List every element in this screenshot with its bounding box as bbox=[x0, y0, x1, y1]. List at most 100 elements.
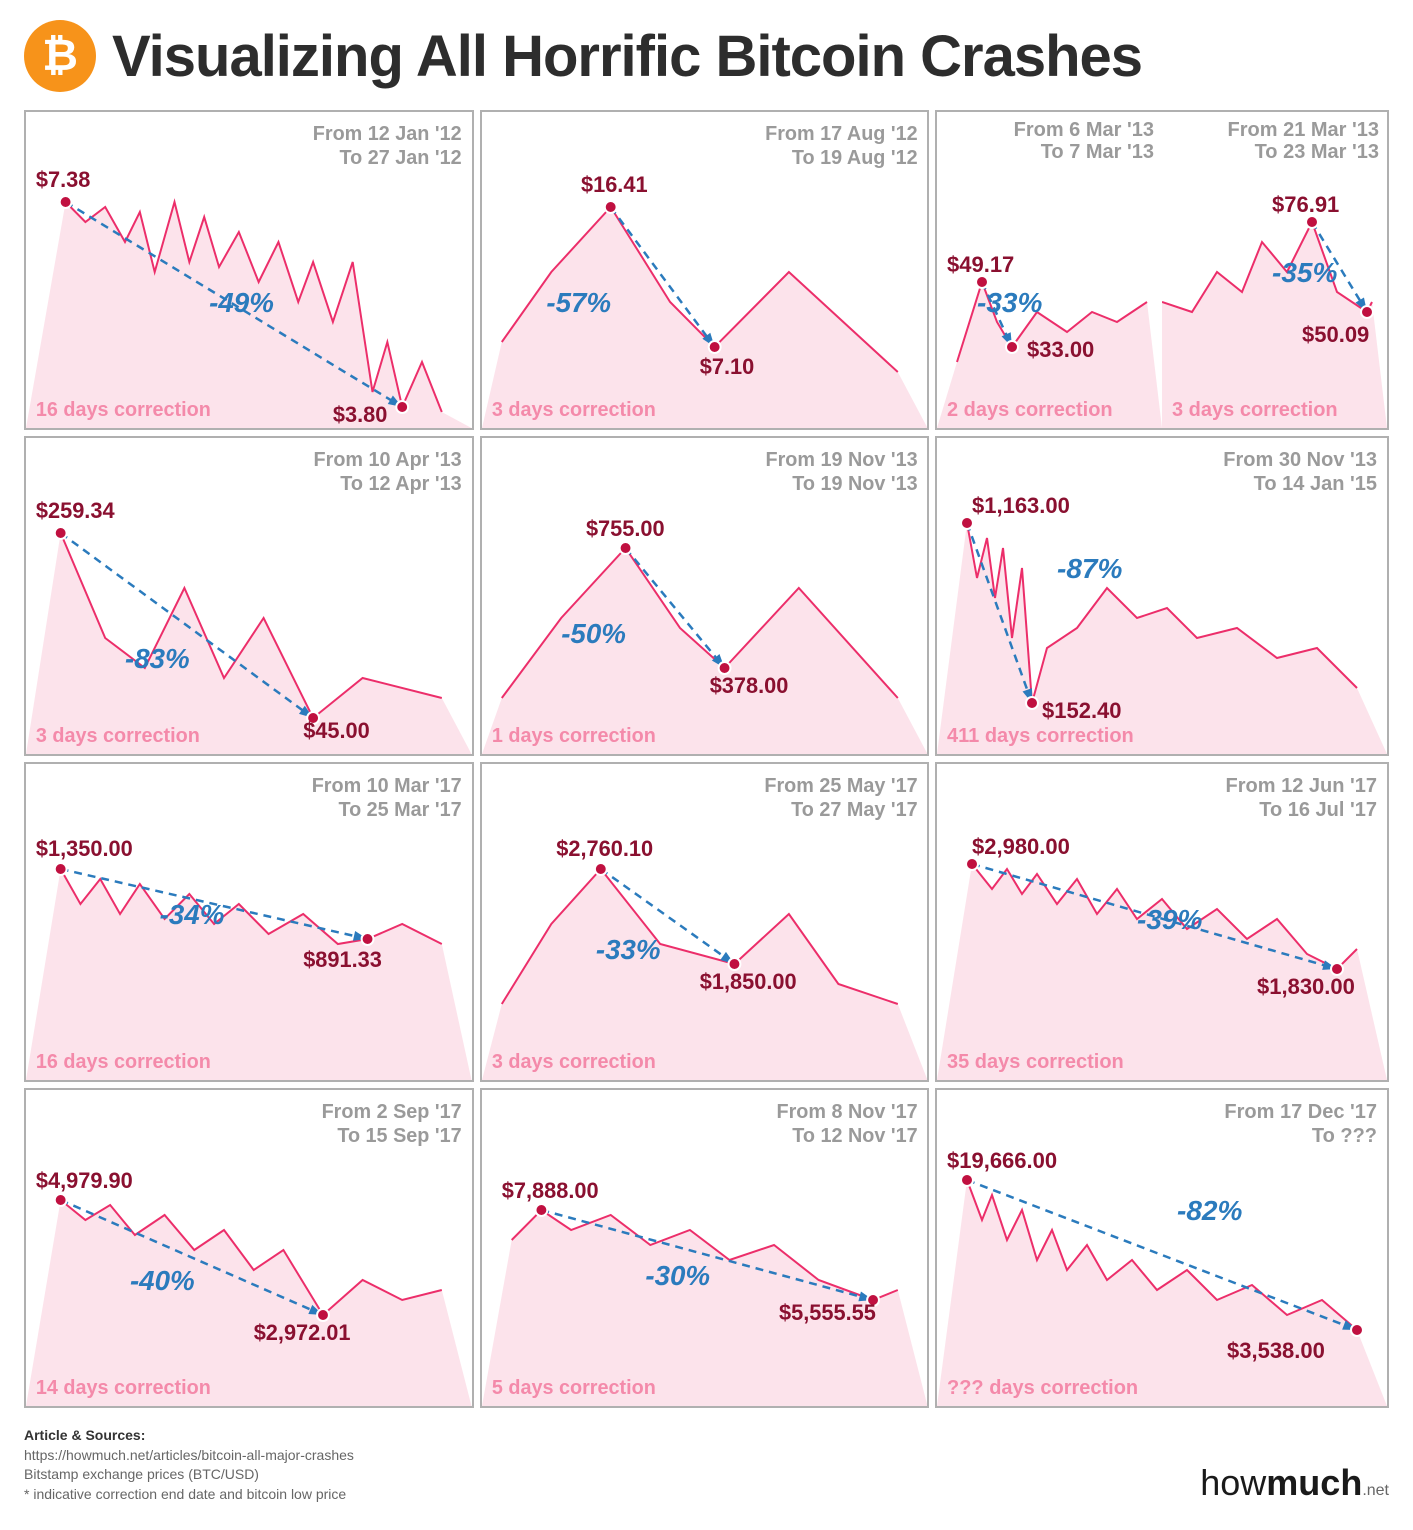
date-from: From 17 Aug '12 bbox=[765, 123, 917, 145]
sources-heading: Article & Sources: bbox=[24, 1426, 354, 1446]
date-to: To 25 Mar '17 bbox=[338, 799, 461, 821]
chart-grid: From 12 Jan '12To 27 Jan '12 $7.38 $3.80 -4… bbox=[24, 110, 1389, 1408]
chart-svg: From 30 Nov '13To 14 Jan '15$1,163.00$15… bbox=[937, 438, 1387, 754]
price-high: $2,980.00 bbox=[972, 834, 1070, 859]
pct-drop: -83% bbox=[125, 643, 190, 674]
chart-panel: From 12 Jun '17To 16 Jul '17 $2,980.00 $1,… bbox=[935, 762, 1389, 1082]
chart-svg: From 10 Apr '13To 12 Apr '13$259.34$45.0… bbox=[26, 438, 472, 754]
date-from: From 21 Mar '13 bbox=[1228, 119, 1379, 141]
pct-drop: -30% bbox=[645, 1260, 710, 1291]
correction-label: 411 days correction bbox=[947, 725, 1134, 747]
chart-panel: From 2 Sep '17To 15 Sep '17 $4,979.90 $2,9… bbox=[24, 1088, 474, 1408]
price-high: $7.38 bbox=[36, 167, 90, 192]
price-high: $259.34 bbox=[36, 498, 116, 523]
date-from: From 10 Mar '17 bbox=[312, 775, 462, 797]
price-low: $50.09 bbox=[1302, 322, 1369, 347]
date-to: To 16 Jul '17 bbox=[1259, 799, 1377, 821]
chart-panel: From 10 Apr '13To 12 Apr '13$259.34$45.0… bbox=[24, 436, 474, 756]
date-from: From 19 Nov '13 bbox=[765, 449, 917, 471]
chart-panel: From 10 Mar '17To 25 Mar '17 $1,350.00 $89… bbox=[24, 762, 474, 1082]
chart-panel: From 8 Nov '17To 12 Nov '17$7,888.00$5,5… bbox=[480, 1088, 930, 1408]
chart-svg: From 6 Mar '13To 7 Mar '13 $49.17 $33.00 -3… bbox=[937, 112, 1162, 428]
price-low: $2,972.01 bbox=[254, 1320, 351, 1345]
date-to: To 27 Jan '12 bbox=[340, 147, 462, 169]
correction-label: 16 days correction bbox=[36, 399, 211, 421]
chart-svg: From 10 Mar '17To 25 Mar '17 $1,350.00 $89… bbox=[26, 764, 472, 1080]
pct-drop: -35% bbox=[1272, 257, 1337, 288]
price-low: $1,830.00 bbox=[1257, 974, 1355, 999]
chart-svg: From 17 Aug '12To 19 Aug '12 $16.41 $7.10 -… bbox=[482, 112, 928, 428]
pct-drop: -40% bbox=[130, 1265, 195, 1296]
chart-panel: From 17 Aug '12To 19 Aug '12 $16.41 $7.10 -… bbox=[480, 110, 930, 430]
pct-drop: -50% bbox=[561, 618, 626, 649]
date-from: From 25 May '17 bbox=[764, 775, 917, 797]
price-high: $76.91 bbox=[1272, 192, 1339, 217]
date-to: To 27 May '17 bbox=[791, 799, 917, 821]
date-from: From 10 Apr '13 bbox=[314, 449, 462, 471]
price-low: $891.33 bbox=[303, 947, 382, 972]
chart-svg: From 19 Nov '13To 19 Nov '13$755.00$378.… bbox=[482, 438, 928, 754]
date-from: From 17 Dec '17 bbox=[1224, 1101, 1377, 1123]
date-from: From 6 Mar '13 bbox=[1014, 119, 1154, 141]
correction-label: 35 days correction bbox=[947, 1051, 1124, 1073]
price-high: $2,760.10 bbox=[556, 836, 653, 861]
price-low: $378.00 bbox=[709, 673, 788, 698]
header: ₿ Visualizing All Horrific Bitcoin Crash… bbox=[24, 20, 1389, 92]
pct-drop: -33% bbox=[595, 934, 660, 965]
chart-panel: From 6 Mar '13To 7 Mar '13 $49.17 $33.00 -3… bbox=[935, 110, 1389, 430]
date-from: From 12 Jan '12 bbox=[313, 123, 462, 145]
pct-drop: -33% bbox=[977, 287, 1042, 318]
chart-svg: From 25 May '17To 27 May '17 $2,760.10 $1,… bbox=[482, 764, 928, 1080]
date-to: To 12 Apr '13 bbox=[340, 473, 461, 495]
pct-drop: -87% bbox=[1057, 553, 1122, 584]
price-low: $3,538.00 bbox=[1227, 1338, 1325, 1363]
chart-panel: From 12 Jan '12To 27 Jan '12$7.38$3.80-4… bbox=[24, 110, 474, 430]
correction-label: ??? days correction bbox=[947, 1377, 1138, 1399]
source-line: Bitstamp exchange prices (BTC/USD) bbox=[24, 1465, 354, 1485]
price-high: $1,163.00 bbox=[972, 493, 1070, 518]
source-line: https://howmuch.net/articles/bitcoin-all… bbox=[24, 1446, 354, 1466]
chart-panel: From 30 Nov '13To 14 Jan '15$1,163.00$15… bbox=[935, 436, 1389, 756]
price-low: $3.80 bbox=[333, 402, 387, 427]
source-line: * indicative correction end date and bit… bbox=[24, 1485, 354, 1505]
chart-svg: From 12 Jan '12To 27 Jan '12$7.38$3.80-4… bbox=[26, 112, 472, 428]
correction-label: 3 days correction bbox=[36, 725, 200, 747]
date-from: From 2 Sep '17 bbox=[322, 1101, 462, 1123]
pct-drop: -57% bbox=[546, 287, 611, 318]
page-title: Visualizing All Horrific Bitcoin Crashes bbox=[112, 23, 1142, 90]
date-to: To 15 Sep '17 bbox=[337, 1125, 461, 1147]
price-high: $1,350.00 bbox=[36, 836, 133, 861]
date-to: To 23 Mar '13 bbox=[1255, 141, 1379, 163]
pct-drop: -34% bbox=[160, 899, 225, 930]
chart-svg: From 12 Jun '17To 16 Jul '17 $2,980.00 $1,… bbox=[937, 764, 1387, 1080]
price-high: $4,979.90 bbox=[36, 1168, 133, 1193]
date-to: To 14 Jan '15 bbox=[1254, 473, 1377, 495]
date-to: To ??? bbox=[1312, 1125, 1377, 1147]
brand-logo: howmuch.net bbox=[1200, 1462, 1389, 1504]
price-low: $5,555.55 bbox=[779, 1300, 876, 1325]
chart-panel: From 19 Nov '13To 19 Nov '13$755.00$378.… bbox=[480, 436, 930, 756]
date-to: To 7 Mar '13 bbox=[1041, 141, 1154, 163]
date-from: From 12 Jun '17 bbox=[1226, 775, 1377, 797]
price-low: $1,850.00 bbox=[699, 969, 796, 994]
correction-label: 16 days correction bbox=[36, 1051, 211, 1073]
price-low: $7.10 bbox=[699, 354, 753, 379]
pct-drop: -39% bbox=[1137, 904, 1202, 935]
date-to: To 19 Aug '12 bbox=[791, 147, 917, 169]
price-high: $19,666.00 bbox=[947, 1148, 1057, 1173]
sources: Article & Sources: https://howmuch.net/a… bbox=[24, 1426, 354, 1504]
date-from: From 8 Nov '17 bbox=[776, 1101, 917, 1123]
correction-label: 3 days correction bbox=[491, 1051, 655, 1073]
correction-label: 14 days correction bbox=[36, 1377, 211, 1399]
chart-svg: From 2 Sep '17To 15 Sep '17 $4,979.90 $2,9… bbox=[26, 1090, 472, 1406]
correction-label: 5 days correction bbox=[491, 1377, 655, 1399]
price-high: $49.17 bbox=[947, 252, 1014, 277]
price-low: $33.00 bbox=[1027, 337, 1094, 362]
chart-panel: From 25 May '17To 27 May '17 $2,760.10 $1,… bbox=[480, 762, 930, 1082]
chart-svg: From 21 Mar '13To 23 Mar '13 $76.91 $50.09… bbox=[1162, 112, 1387, 428]
price-high: $16.41 bbox=[581, 172, 648, 197]
correction-label: 3 days correction bbox=[491, 399, 655, 421]
price-low: $152.40 bbox=[1042, 698, 1122, 723]
date-to: To 19 Nov '13 bbox=[792, 473, 917, 495]
bitcoin-icon: ₿ bbox=[24, 20, 96, 92]
